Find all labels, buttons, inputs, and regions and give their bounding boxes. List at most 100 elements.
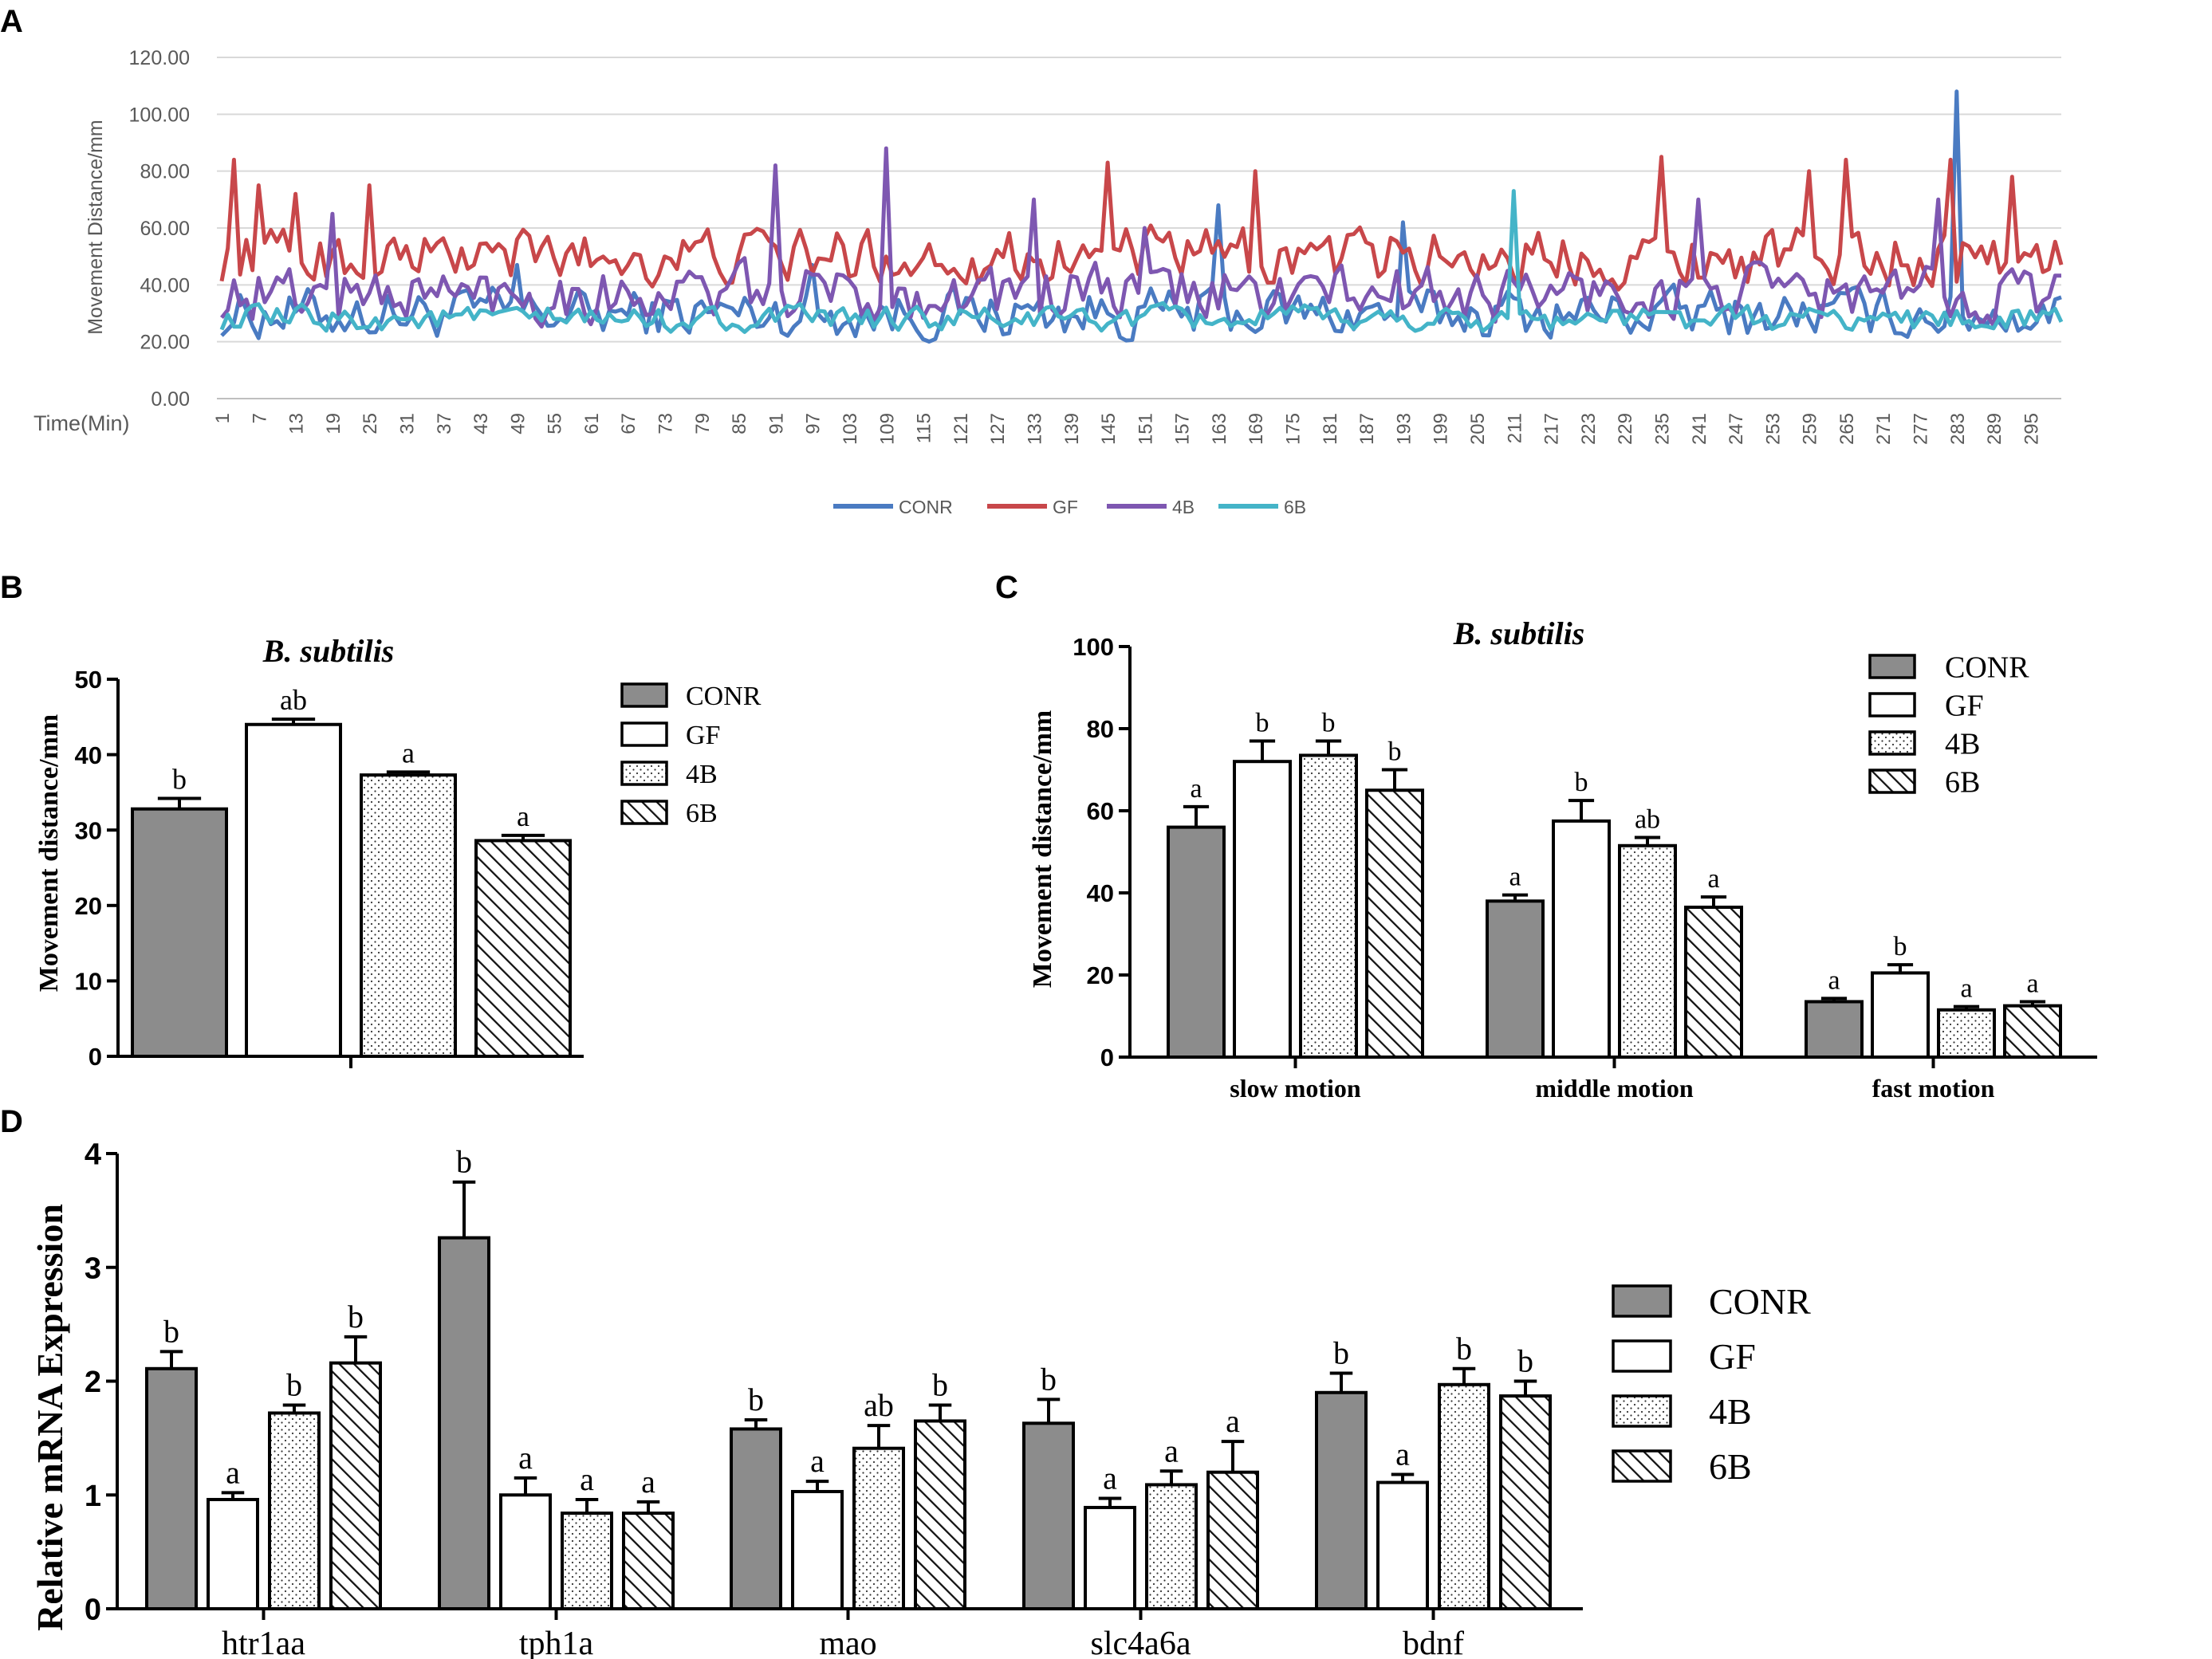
y-tick-label: 100.00: [129, 104, 190, 126]
legend-swatch-4b: [620, 761, 668, 786]
legend-swatch-6b: [1612, 1449, 1672, 1483]
significance-letter: a: [1828, 965, 1840, 995]
panel-label-d: D: [0, 1104, 23, 1139]
significance-letter: a: [402, 737, 415, 769]
y-axis-title: Movement distance/mm: [1028, 710, 1057, 988]
y-tick-label: 1: [85, 1480, 101, 1513]
significance-letter: b: [1517, 1343, 1533, 1379]
panel-label-b: B: [0, 570, 23, 605]
legend-swatch-6b: [1868, 769, 1916, 794]
chart-title: B. subtilis: [1453, 615, 1585, 651]
bar-4b: [561, 1512, 613, 1610]
y-tick-label: 80: [1087, 715, 1114, 743]
significance-letter: a: [580, 1461, 594, 1497]
y-tick-label: 100: [1073, 633, 1114, 661]
bar-4b: [1299, 753, 1358, 1059]
significance-letter: a: [1707, 864, 1719, 894]
x-axis-title: Time(Min): [33, 411, 130, 435]
series-line-4b: [220, 146, 2062, 329]
x-tick-label: fast motion: [1872, 1074, 1995, 1103]
x-tick-label: 61: [581, 413, 603, 434]
x-tick-label: 25: [360, 413, 381, 434]
series-line-conr: [220, 89, 2062, 344]
significance-letter: b: [1322, 708, 1336, 737]
legend-swatch-4b: [1868, 730, 1916, 756]
bar-conr: [1167, 825, 1226, 1059]
bar-4b: [1438, 1382, 1490, 1610]
x-tick-label: 85: [729, 413, 750, 434]
y-tick-label: 4: [85, 1138, 101, 1172]
x-tick-label: 97: [803, 413, 825, 434]
bar-gf: [791, 1489, 844, 1611]
x-tick-label: slc4a6a: [1091, 1626, 1191, 1659]
x-tick-label: 235: [1651, 413, 1673, 445]
series-line-6b: [219, 189, 2064, 334]
x-tick-label: 265: [1836, 413, 1858, 445]
x-tick-label: 91: [766, 413, 787, 434]
significance-letter: b: [348, 1299, 364, 1335]
bar-6b: [1365, 788, 1424, 1059]
x-tick-label: slow motion: [1230, 1074, 1361, 1103]
y-tick-label: 10: [75, 968, 102, 996]
significance-letter: a: [1395, 1437, 1410, 1472]
significance-letter: a: [226, 1454, 240, 1490]
x-tick-label: mao: [819, 1626, 876, 1659]
x-tick-label: 67: [618, 413, 640, 434]
x-tick-label: tph1a: [519, 1626, 594, 1659]
x-tick-label: 295: [2021, 413, 2042, 445]
legend-label-4b: 4B: [1172, 497, 1195, 517]
significance-letter: a: [1960, 974, 1972, 1004]
legend-label-6b: 6B: [1284, 497, 1306, 517]
x-tick-label: 109: [876, 413, 898, 445]
x-tick-label: 271: [1873, 413, 1895, 445]
bar-chart-gene-expression: Relative mRNA Expression 0 1 2 3 4 htr1aa tph1…: [30, 1138, 1811, 1659]
x-tick-label: 73: [655, 413, 677, 434]
panel-label-c: C: [995, 570, 1018, 605]
bar-4b: [360, 773, 457, 1059]
line-chart-time-course: 0.00 20.00 40.00 60.00 80.00 100.00 120.00 Mov…: [33, 47, 2064, 517]
bar-gf: [1376, 1480, 1429, 1610]
x-tick-label: 121: [951, 413, 972, 445]
x-tick-label: 145: [1098, 413, 1120, 445]
x-tick-label: 115: [914, 413, 935, 443]
legend-label-conr: CONR: [899, 497, 953, 517]
x-tick-label: 19: [323, 413, 344, 434]
y-tick-label: 0: [85, 1594, 101, 1627]
significance-letter: a: [1190, 774, 1202, 804]
y-axis-title: Movement Distance/mm: [85, 120, 107, 335]
legend-label-6b: 6B: [1709, 1446, 1752, 1487]
legend-label-gf: GF: [1053, 497, 1078, 517]
x-tick-label: 247: [1726, 413, 1747, 445]
y-tick-label: 0: [89, 1043, 102, 1071]
x-tick-label: 229: [1615, 413, 1636, 445]
y-tick-label: 40: [75, 741, 102, 769]
legend-label-conr: CONR: [1945, 651, 2029, 684]
significance-letter: b: [163, 1313, 179, 1349]
legend-swatch-6b: [620, 800, 668, 825]
x-tick-label: htr1aa: [222, 1626, 305, 1659]
x-tick-label: 127: [987, 413, 1009, 445]
legend-label-gf: GF: [686, 721, 720, 750]
legend: CONR GF 4B 6B: [833, 497, 1306, 517]
x-tick-label: 283: [1947, 413, 1969, 445]
legend-swatch-conr: [1868, 654, 1916, 679]
legend: CONR GF 4B 6B: [620, 682, 762, 828]
x-tick-label: 217: [1541, 413, 1563, 445]
y-axis-title: Movement distance/mm: [34, 714, 64, 992]
y-tick-label: 2: [85, 1366, 101, 1399]
x-tick-label: 157: [1172, 413, 1194, 445]
bar-conr: [1486, 899, 1545, 1059]
significance-letter: b: [932, 1366, 948, 1402]
significance-letter: a: [517, 800, 529, 832]
y-tick-label: 60.00: [140, 218, 190, 240]
bar-conr: [145, 1366, 198, 1610]
significance-letter: b: [1256, 708, 1269, 737]
y-tick-label: 120.00: [129, 47, 190, 69]
bar-conr: [730, 1427, 782, 1610]
legend-swatch-conr: [1612, 1284, 1672, 1318]
significance-letter: a: [2026, 969, 2038, 998]
legend-swatch-gf: [1868, 692, 1916, 717]
y-tick-label: 20: [75, 892, 102, 920]
legend-swatch-gf: [1612, 1339, 1672, 1373]
